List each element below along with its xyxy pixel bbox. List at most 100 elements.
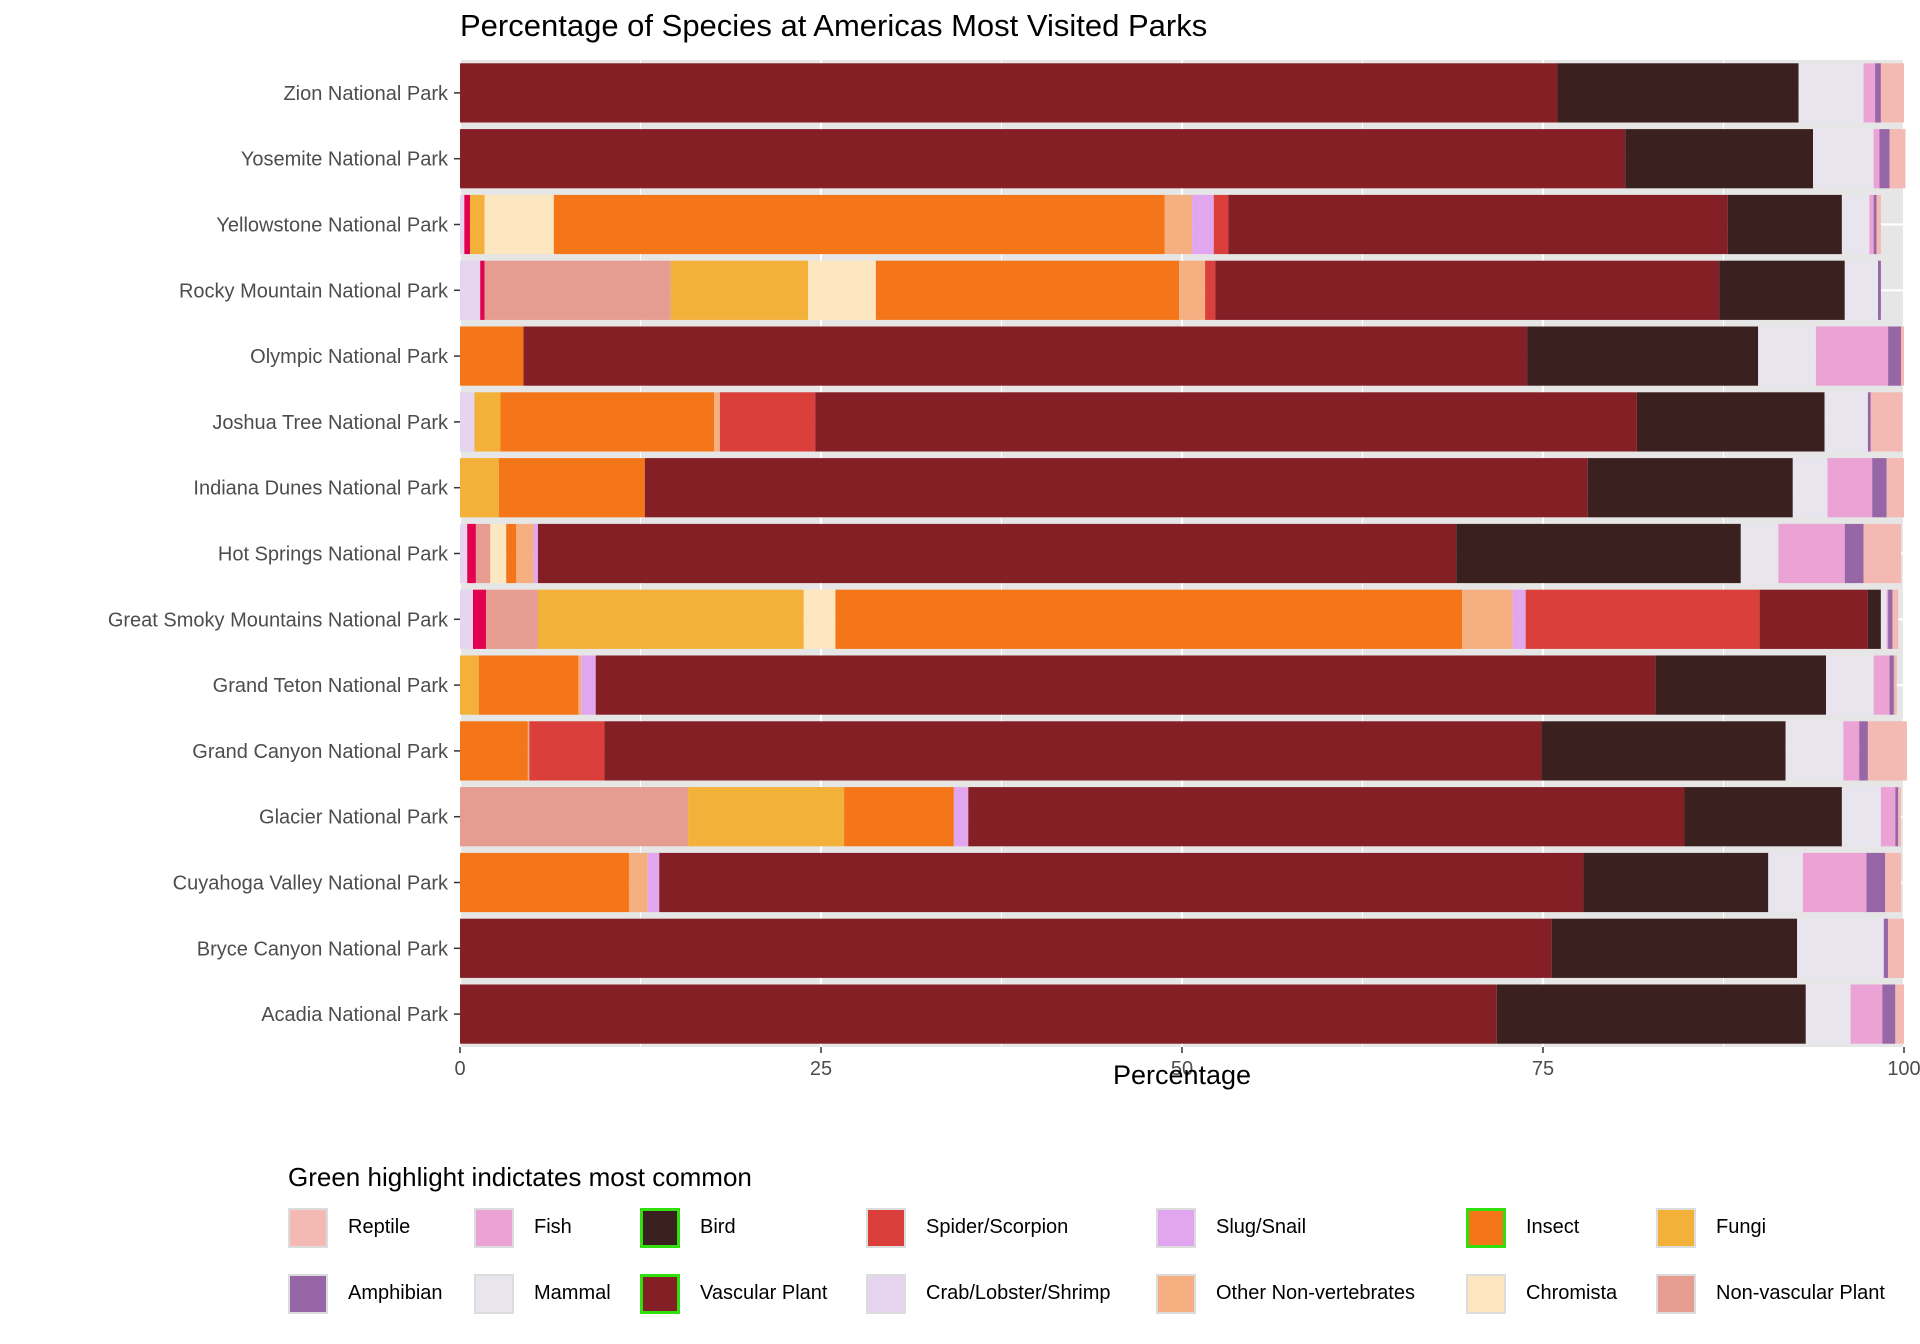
legend-title: Green highlight indictates most common	[288, 1162, 752, 1192]
bar-segment	[1462, 589, 1513, 649]
bar-segment	[1759, 589, 1868, 649]
legend-swatch	[1156, 1274, 1196, 1314]
bar-segment	[968, 787, 1685, 847]
bar-segment	[595, 655, 1656, 715]
bar-segment	[484, 260, 671, 320]
bar-segment	[1655, 655, 1827, 715]
y-tick-label: Yellowstone National Park	[216, 215, 449, 237]
bar-segment	[844, 787, 954, 847]
stacked-bar-chart: Acadia National Park Bryce Canyon Nationa…	[108, 60, 1920, 1090]
bar-segment	[1797, 918, 1884, 978]
y-tick-label: Cuyahoga Valley National Park	[173, 873, 449, 895]
bar-segment	[1866, 852, 1886, 913]
bar-segment	[460, 260, 481, 320]
bar-segment	[480, 260, 485, 320]
bar-segment	[1827, 458, 1873, 518]
bar-segment	[875, 260, 1180, 320]
y-tick-label: Yosemite National Park	[241, 149, 449, 171]
bar-segment	[1727, 194, 1842, 255]
bar-segment	[1684, 787, 1842, 847]
bar-segment	[1876, 194, 1881, 255]
bar-segment	[815, 392, 1637, 452]
bar-segment	[1872, 458, 1887, 518]
bar-segment	[1888, 326, 1902, 386]
legend-swatch	[640, 1208, 680, 1248]
y-axis-labels: Acadia National Park Bryce Canyon Nationa…	[108, 83, 460, 1026]
bar-segment	[1192, 194, 1214, 255]
bar-segment	[1798, 63, 1864, 123]
x-axis-ticks: 0 25 50 75 100	[454, 1047, 1920, 1080]
bar-segment	[1456, 523, 1741, 584]
bar-segment	[506, 523, 517, 584]
bar-segment	[1879, 129, 1890, 189]
bar-segment	[1869, 194, 1874, 255]
bar-segment	[527, 721, 530, 781]
bar-segment	[460, 655, 479, 715]
bar-segment	[1898, 787, 1902, 847]
legend-label: Reptile	[348, 1216, 411, 1238]
bar-segment	[1525, 589, 1760, 649]
bar-segment	[1882, 984, 1896, 1044]
bar-segment	[1805, 984, 1851, 1044]
x-tick-label: 25	[810, 1058, 832, 1080]
bar-segment	[1527, 326, 1759, 386]
bar-segment	[628, 852, 648, 913]
y-tick-label: Great Smoky Mountains National Park	[108, 609, 449, 631]
bar-segment	[1859, 721, 1868, 781]
legend-swatch	[866, 1274, 906, 1314]
bar-segment	[464, 194, 471, 255]
bar-segment	[1888, 918, 1904, 978]
legend-swatch	[866, 1208, 906, 1248]
bar-segment	[529, 721, 605, 781]
bar-segment	[1636, 392, 1825, 452]
bar-segment	[1863, 63, 1876, 123]
bar-segment	[1557, 63, 1799, 123]
bar-segment	[490, 523, 507, 584]
legend-swatch	[1656, 1274, 1696, 1314]
bar-segment	[460, 523, 468, 584]
bar-segment	[1205, 260, 1216, 320]
bar-segment	[1785, 721, 1844, 781]
bar-segment	[1885, 852, 1902, 913]
legend-swatch	[1656, 1208, 1696, 1248]
bar-segment	[714, 392, 720, 452]
legend-label: Other Non-vertebrates	[1216, 1282, 1415, 1304]
legend-label: Fish	[534, 1216, 572, 1238]
legend-swatch	[288, 1208, 328, 1248]
bar-segment	[1893, 655, 1897, 715]
bar-segment	[1778, 523, 1845, 584]
bar-segment	[1758, 326, 1816, 386]
legend-label: Fungi	[1716, 1216, 1767, 1238]
legend-swatch	[1466, 1274, 1506, 1314]
bar-segment	[719, 392, 816, 452]
legend-swatch	[1156, 1208, 1196, 1248]
bar-segment	[1813, 129, 1874, 189]
bar-segment	[1215, 260, 1720, 320]
x-tick-label: 50	[1171, 1058, 1193, 1080]
bar-segment	[1850, 984, 1883, 1044]
bar-segment	[1892, 589, 1899, 649]
bar-segment	[537, 523, 1457, 584]
legend: Green highlight indictates most common R…	[288, 1158, 1920, 1338]
y-tick-label: Grand Canyon National Park	[192, 741, 449, 763]
bar-segments	[460, 63, 1907, 1044]
legend-label: Chromista	[1526, 1282, 1618, 1304]
bar-segment	[1802, 852, 1867, 913]
y-tick-label: Hot Springs National Park	[218, 544, 449, 566]
bar-segment	[460, 721, 528, 781]
bar-segment	[1841, 787, 1881, 847]
bar-segment	[470, 194, 485, 255]
x-tick-label: 100	[1887, 1058, 1920, 1080]
bar-segment	[1213, 194, 1229, 255]
bar-segment	[1873, 194, 1877, 255]
legend-label: Slug/Snail	[1216, 1216, 1307, 1238]
bar-segment	[659, 852, 1584, 913]
bar-segment	[1895, 787, 1899, 847]
bar-segment	[1844, 260, 1879, 320]
legend-label: Insect	[1526, 1216, 1580, 1238]
bar-segment	[1541, 721, 1786, 781]
bar-segment	[1888, 589, 1893, 649]
bar-segment	[1873, 655, 1890, 715]
bar-segment	[1496, 984, 1806, 1044]
bar-segment	[1551, 918, 1798, 978]
